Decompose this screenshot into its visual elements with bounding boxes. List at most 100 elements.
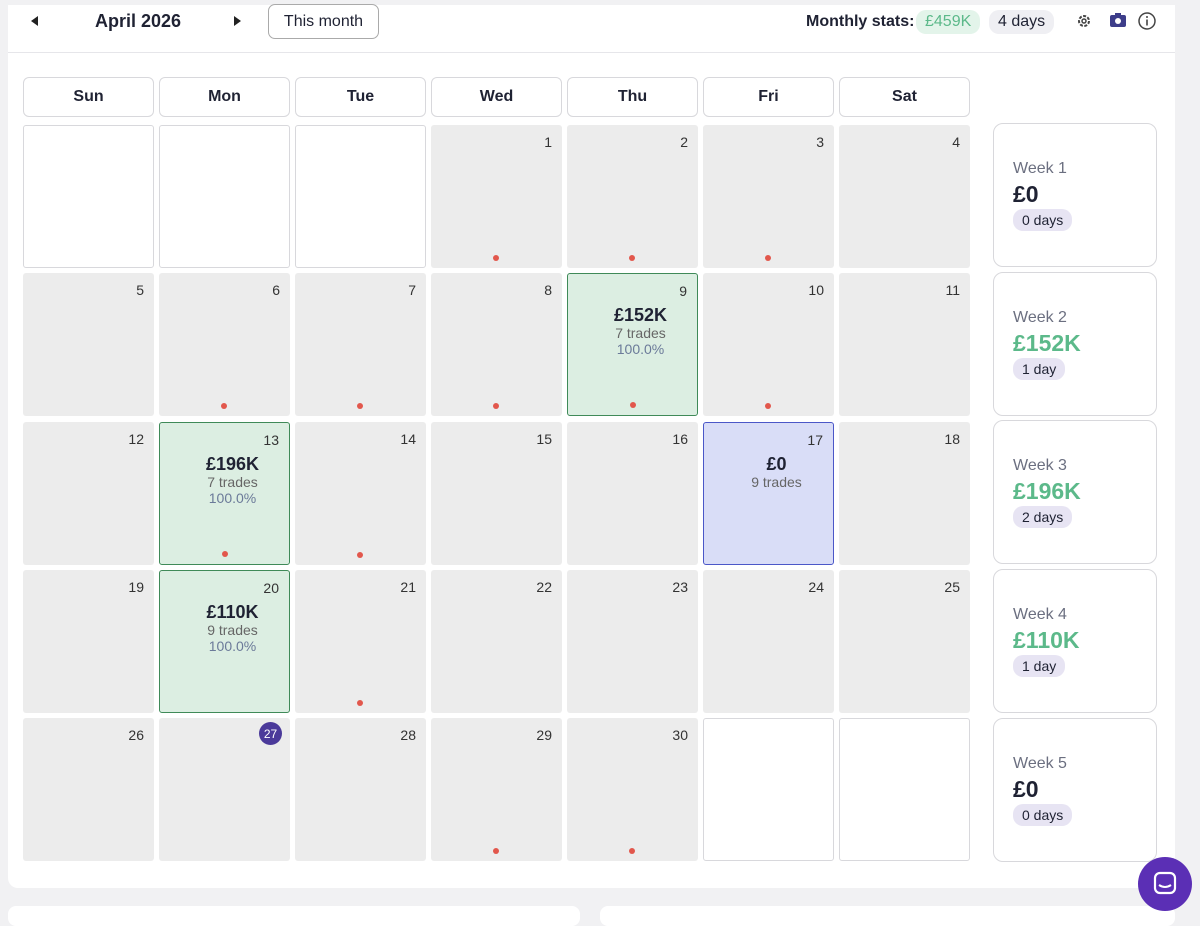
week-label: Week 2 xyxy=(1013,308,1067,326)
week-pnl: £152K xyxy=(1013,329,1081,356)
day-number: 9 xyxy=(679,283,687,300)
day-number: 1 xyxy=(544,134,552,150)
trade-dot xyxy=(629,848,635,855)
trade-dot xyxy=(765,403,771,410)
month-label: April 2026 xyxy=(95,11,182,31)
weekday-header: Tue xyxy=(295,77,426,117)
day-trades: 7 trades xyxy=(615,325,666,342)
header-bar xyxy=(8,5,1175,53)
prev-month[interactable] xyxy=(28,13,42,29)
day-cell[interactable]: 9 £152K 7 trades 100.0% xyxy=(567,273,698,417)
day-number: 19 xyxy=(128,578,144,595)
day-pnl: £152K xyxy=(613,305,668,326)
week-label: Week 4 xyxy=(1013,606,1067,624)
day-number: 7 xyxy=(408,282,416,299)
day-number: 24 xyxy=(808,578,824,595)
day-cell[interactable]: 4 xyxy=(839,125,970,268)
day-number: 28 xyxy=(400,727,416,744)
day-cell[interactable]: 30 xyxy=(567,718,698,862)
day-cell[interactable]: 18 xyxy=(839,421,970,565)
day-win-rate: 100.0% xyxy=(208,637,257,654)
day-cell[interactable]: 17 £0 9 trades xyxy=(703,421,834,565)
day-number: 16 xyxy=(672,430,688,447)
day-cell[interactable]: 21 xyxy=(295,569,426,713)
this-month-button[interactable]: This month xyxy=(268,4,379,39)
day-cell xyxy=(295,125,426,268)
day-number: 29 xyxy=(536,727,552,744)
weekday-header: Sat xyxy=(839,77,970,117)
trade-dot xyxy=(493,848,499,855)
day-cell[interactable]: 16 xyxy=(567,421,698,565)
trade-dot xyxy=(629,255,635,261)
day-win-rate: 100.0% xyxy=(616,341,665,358)
day-number: 13 xyxy=(263,431,279,448)
weekday-header: Thu xyxy=(567,77,698,117)
day-cell xyxy=(23,125,154,268)
week-label: Week 1 xyxy=(1013,160,1067,177)
day-number: 21 xyxy=(400,578,416,595)
day-cell[interactable]: 12 xyxy=(23,421,154,565)
day-cell xyxy=(703,718,834,862)
next-month[interactable] xyxy=(230,13,244,29)
trade-dot xyxy=(357,699,363,706)
day-cell[interactable]: 5 xyxy=(23,273,154,417)
settings-icon[interactable] xyxy=(1075,12,1093,30)
day-number: 3 xyxy=(816,134,824,150)
camera-icon[interactable] xyxy=(1108,11,1128,29)
day-trades: 9 trades xyxy=(207,621,258,638)
week-card: Week 5 £0 0 days xyxy=(993,717,1157,862)
trade-dot xyxy=(357,551,363,558)
weekday-header: Sun xyxy=(23,77,154,117)
day-number: 15 xyxy=(536,430,552,447)
day-cell[interactable]: 24 xyxy=(703,569,834,713)
trade-dot xyxy=(765,255,771,261)
day-cell[interactable]: 7 xyxy=(295,273,426,417)
info-icon[interactable] xyxy=(1137,11,1157,31)
day-cell[interactable]: 19 xyxy=(23,569,154,713)
day-cell[interactable]: 13 £196K 7 trades 100.0% xyxy=(159,421,290,565)
day-number: 27 xyxy=(259,722,282,746)
week-pnl: £110K xyxy=(1013,627,1080,654)
day-number: 22 xyxy=(536,578,552,595)
day-cell[interactable]: 1 xyxy=(431,125,562,268)
day-cell[interactable]: 20 £110K 9 trades 100.0% xyxy=(159,569,290,713)
chat-button[interactable] xyxy=(1138,857,1192,911)
day-number: 17 xyxy=(807,431,823,448)
day-cell[interactable]: 28 xyxy=(295,718,426,862)
trade-dot xyxy=(222,550,228,557)
day-number: 10 xyxy=(808,282,824,299)
day-cell[interactable]: 11 xyxy=(839,273,970,417)
day-cell[interactable]: 3 xyxy=(703,125,834,268)
day-cell[interactable]: 14 xyxy=(295,421,426,565)
day-cell[interactable]: 10 xyxy=(703,273,834,417)
stats-days: 4 days xyxy=(989,10,1055,34)
day-cell[interactable]: 25 xyxy=(839,569,970,713)
day-pnl: £196K xyxy=(205,453,260,474)
day-number: 2 xyxy=(680,134,688,150)
week-card: Week 1 £0 0 days xyxy=(993,123,1157,267)
day-cell[interactable]: 2 xyxy=(567,125,698,268)
day-cell[interactable]: 22 xyxy=(431,569,562,713)
day-cell[interactable]: 15 xyxy=(431,421,562,565)
day-number: 11 xyxy=(945,282,960,299)
day-number: 18 xyxy=(944,430,960,447)
week-days: 1 day xyxy=(1013,357,1066,380)
day-number: 6 xyxy=(272,282,280,299)
day-number: 23 xyxy=(672,578,688,595)
day-cell[interactable]: 6 xyxy=(159,273,290,417)
weekday-header: Fri xyxy=(703,77,834,117)
day-cell[interactable]: 26 xyxy=(23,718,154,862)
day-cell[interactable]: 23 xyxy=(567,569,698,713)
day-trades: 7 trades xyxy=(207,473,258,490)
week-days: 1 day xyxy=(1013,655,1066,678)
day-pnl: £0 xyxy=(766,453,787,474)
day-number: 12 xyxy=(128,430,144,447)
day-cell[interactable]: 29 xyxy=(431,718,562,862)
day-cell[interactable]: 8 xyxy=(431,273,562,417)
week-days: 0 days xyxy=(1013,209,1073,231)
week-card: Week 3 £196K 2 days xyxy=(993,420,1157,565)
day-number: 14 xyxy=(400,430,416,447)
trade-dot xyxy=(630,402,636,409)
day-cell[interactable]: 27 xyxy=(159,718,290,862)
